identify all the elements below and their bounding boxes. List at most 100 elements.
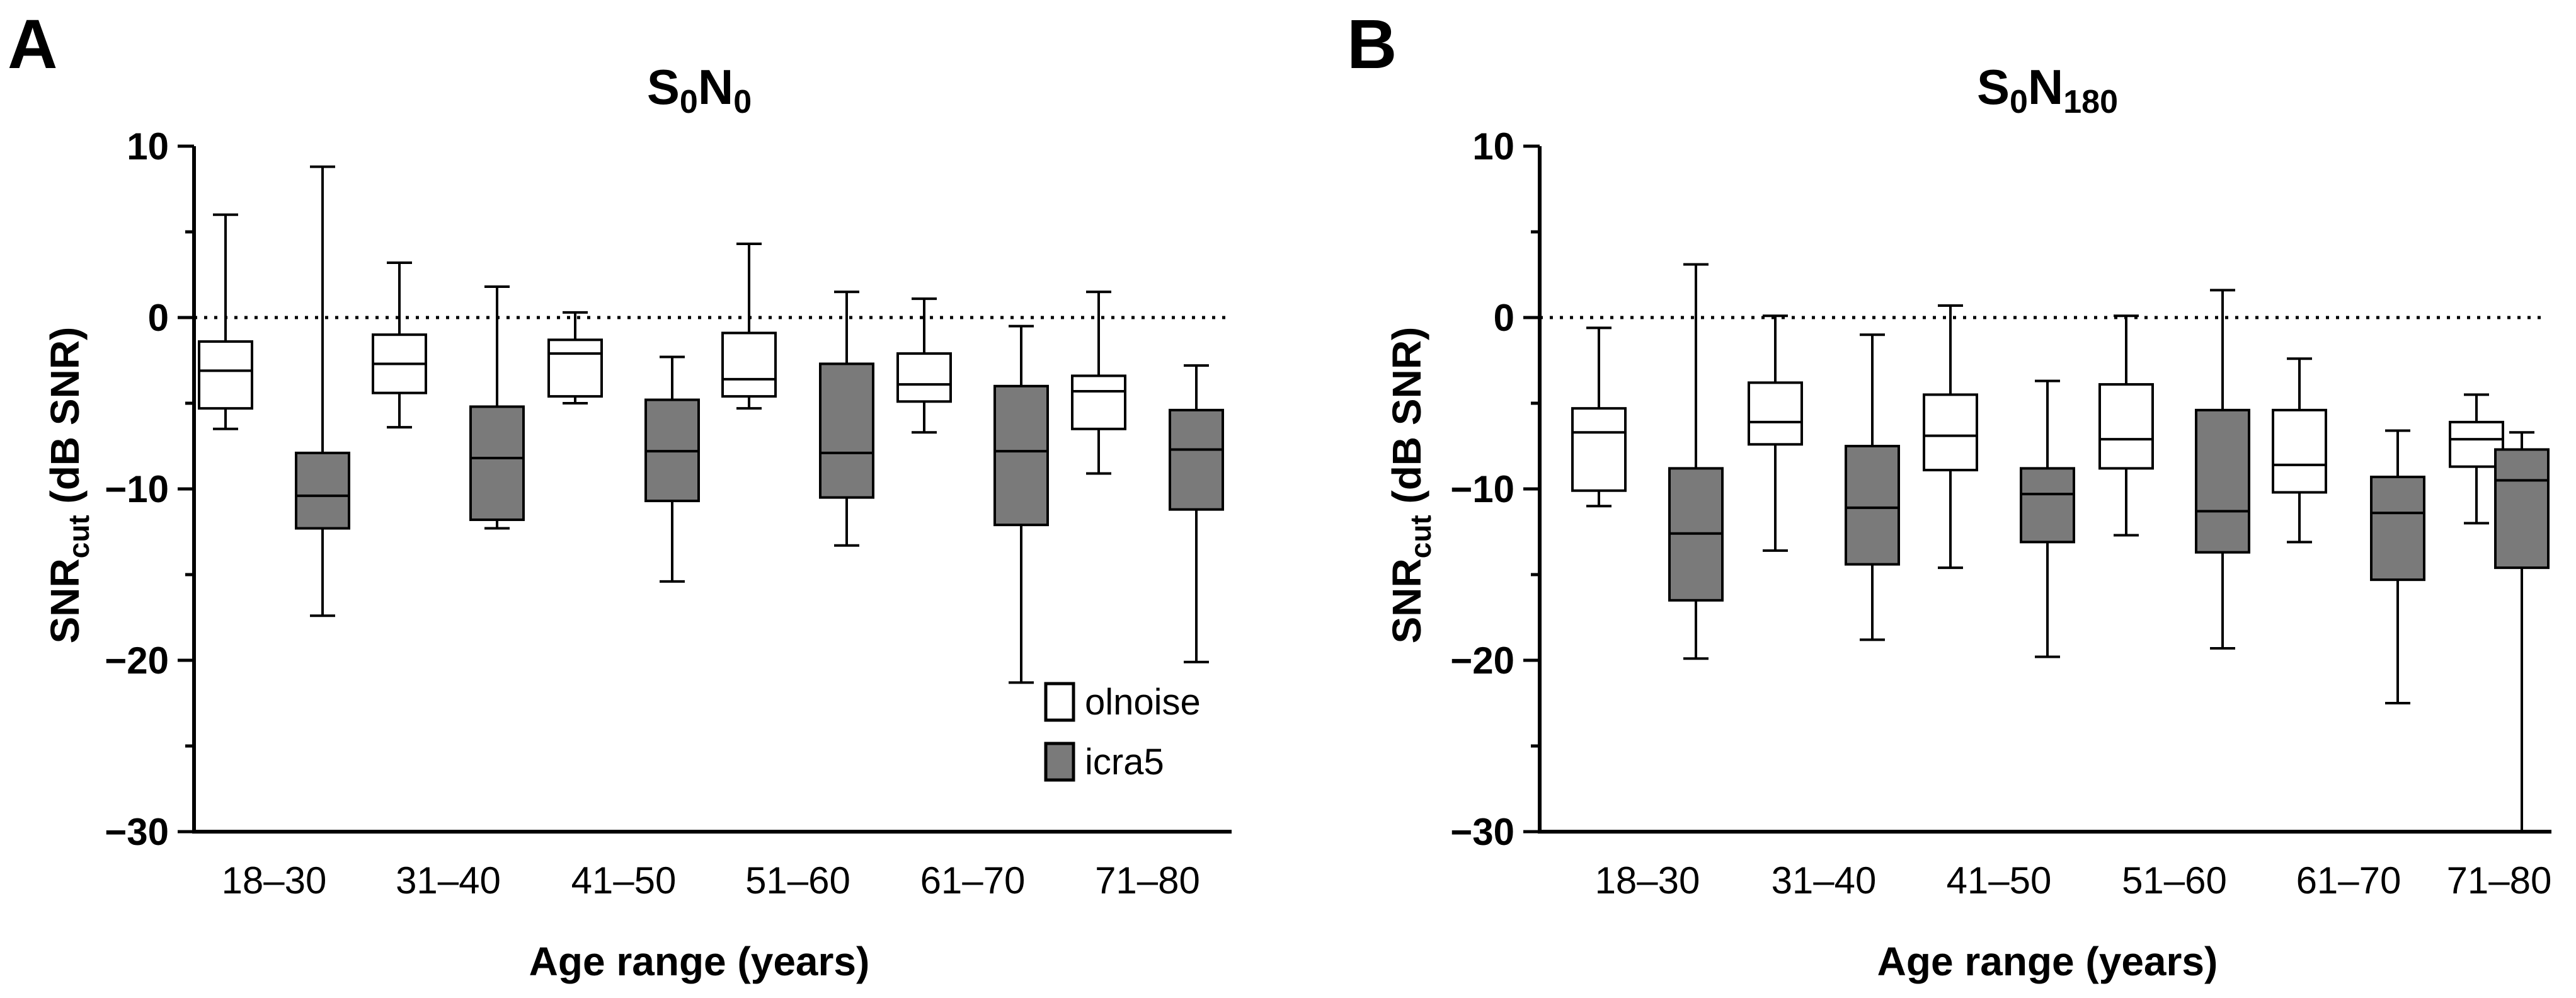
y-tick-label: −10	[105, 468, 169, 510]
box-iqr	[198, 340, 253, 410]
box-iqr	[1571, 407, 1627, 492]
legend-a: olnoise icra5	[1044, 682, 1201, 783]
chart-title-a: S0N0	[647, 59, 752, 120]
box-iqr	[1845, 445, 1900, 566]
box-olnoise	[198, 213, 253, 430]
title-a-sub: 0	[733, 84, 752, 120]
x-category-label: 61–70	[920, 859, 1026, 902]
box-iqr	[993, 384, 1049, 527]
y-ticks-a: 10 0 −10 −20 −30	[105, 125, 194, 853]
ylabel-a-part: SNR	[42, 558, 88, 643]
y-tick-label: 10	[1472, 125, 1514, 168]
box-icra5	[644, 355, 700, 583]
y-tick-label: −30	[105, 811, 169, 853]
y-tick-label: −30	[1450, 811, 1514, 853]
panel-a: A S0N0 SNRcut (dB SNR) Age range (years)…	[8, 6, 1232, 984]
y-tick-label: 0	[148, 297, 169, 339]
box-iqr	[1071, 374, 1126, 430]
box-olnoise	[1071, 290, 1126, 475]
box-olnoise	[896, 297, 952, 434]
title-b-part: S	[1977, 59, 2010, 115]
x-category-label: 41–50	[571, 859, 677, 902]
box-icra5	[2195, 289, 2250, 650]
x-category-label: 61–70	[2296, 859, 2401, 902]
y-tick-label: −20	[105, 640, 169, 682]
ylabel-b-part: SNR	[1384, 558, 1429, 643]
ylabel-a-sub: cut	[62, 515, 95, 558]
x-category-label: 18–30	[222, 859, 327, 902]
ylabel-b-sub: cut	[1404, 515, 1437, 558]
box-icra5	[819, 290, 874, 547]
y-axis-title-a: SNRcut (dB SNR)	[42, 327, 95, 644]
ylabel-b-part: (dB SNR)	[1384, 327, 1429, 515]
title-b-sub: 0	[2010, 84, 2028, 120]
box-olnoise	[721, 243, 777, 410]
ylabel-a-part: (dB SNR)	[42, 327, 88, 515]
x-category-label: 41–50	[1947, 859, 2052, 902]
y-tick-label: −10	[1450, 468, 1514, 510]
box-iqr	[1923, 393, 1978, 472]
box-iqr	[896, 352, 952, 403]
box-iqr	[1169, 408, 1224, 511]
title-a-part: N	[698, 59, 733, 115]
box-series-b	[1571, 263, 2550, 833]
box-icra5	[1668, 263, 1724, 660]
x-categories-a: 18–30 31–40 41–50 51–60 61–70 71–80	[222, 859, 1200, 902]
x-category-label: 31–40	[1772, 859, 1877, 902]
y-tick-label: 0	[1494, 297, 1514, 339]
box-olnoise	[1748, 314, 1803, 552]
box-icra5	[1845, 333, 1900, 641]
x-category-label: 71–80	[2447, 859, 2552, 902]
y-tick-label: −20	[1450, 640, 1514, 682]
box-icra5	[2494, 431, 2550, 833]
box-iqr	[469, 405, 525, 521]
legend-label-olnoise: olnoise	[1085, 682, 1201, 723]
x-axis-title-a: Age range (years)	[529, 939, 870, 984]
legend-swatch-icra5	[1044, 742, 1075, 782]
legend-swatch-olnoise	[1044, 682, 1075, 722]
box-iqr	[2494, 448, 2550, 570]
x-category-label: 51–60	[745, 859, 850, 902]
chart-title-b: S0N180	[1977, 59, 2118, 120]
title-a-sub: 0	[680, 84, 698, 120]
panel-letter-b: B	[1347, 6, 1397, 83]
box-icra5	[2370, 429, 2425, 704]
x-category-label: 31–40	[396, 859, 501, 902]
box-icra5	[469, 285, 525, 530]
y-ticks-b: 10 0 −10 −20 −30	[1450, 125, 1540, 853]
box-olnoise	[2098, 314, 2154, 537]
box-iqr	[1748, 381, 1803, 446]
y-tick-label: 10	[127, 125, 169, 168]
legend-label-icra5: icra5	[1085, 742, 1164, 783]
box-olnoise	[547, 311, 603, 404]
box-icra5	[295, 165, 350, 617]
x-category-label: 18–30	[1595, 859, 1700, 902]
y-axis-title-b: SNRcut (dB SNR)	[1384, 327, 1437, 644]
panel-letter-a: A	[8, 6, 57, 83]
box-iqr	[721, 331, 777, 398]
box-icra5	[2020, 379, 2075, 658]
box-iqr	[2020, 467, 2075, 544]
box-olnoise	[2272, 357, 2327, 544]
box-iqr	[2272, 408, 2327, 494]
title-b-sub: 180	[2063, 84, 2118, 120]
box-iqr	[295, 451, 350, 530]
box-iqr	[2195, 408, 2250, 554]
box-series-a	[198, 165, 1224, 684]
panel-b: B S0N180 SNRcut (dB SNR) Age range (year…	[1347, 6, 2551, 984]
title-b-part: N	[2028, 59, 2063, 115]
box-icra5	[1169, 364, 1224, 663]
x-category-label: 71–80	[1095, 859, 1200, 902]
box-iqr	[2098, 383, 2154, 470]
x-axis-title-b: Age range (years)	[1877, 939, 2218, 984]
box-olnoise	[1571, 326, 1627, 508]
box-iqr	[2370, 475, 2425, 582]
box-iqr	[547, 338, 603, 398]
x-categories-b: 18–30 31–40 41–50 51–60 61–70 71–80	[1595, 859, 2552, 902]
box-olnoise	[1923, 304, 1978, 570]
title-a-part: S	[647, 59, 680, 115]
box-olnoise	[372, 261, 427, 429]
box-icra5	[993, 324, 1049, 684]
x-category-label: 51–60	[2122, 859, 2227, 902]
